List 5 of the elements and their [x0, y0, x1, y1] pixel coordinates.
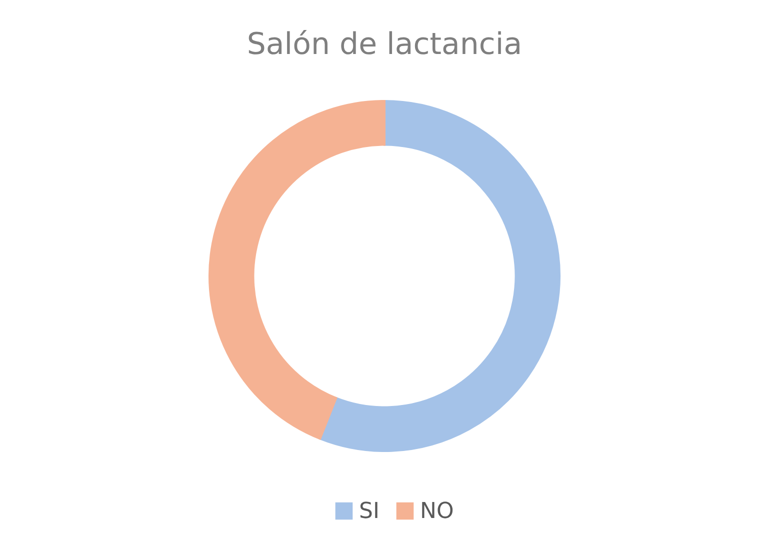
chart-title: Salón de lactancia: [246, 27, 522, 62]
donut-slice: [208, 100, 386, 440]
legend-label: NO: [420, 499, 454, 524]
legend-label: SI: [359, 499, 380, 524]
donut-slice: [319, 100, 560, 452]
